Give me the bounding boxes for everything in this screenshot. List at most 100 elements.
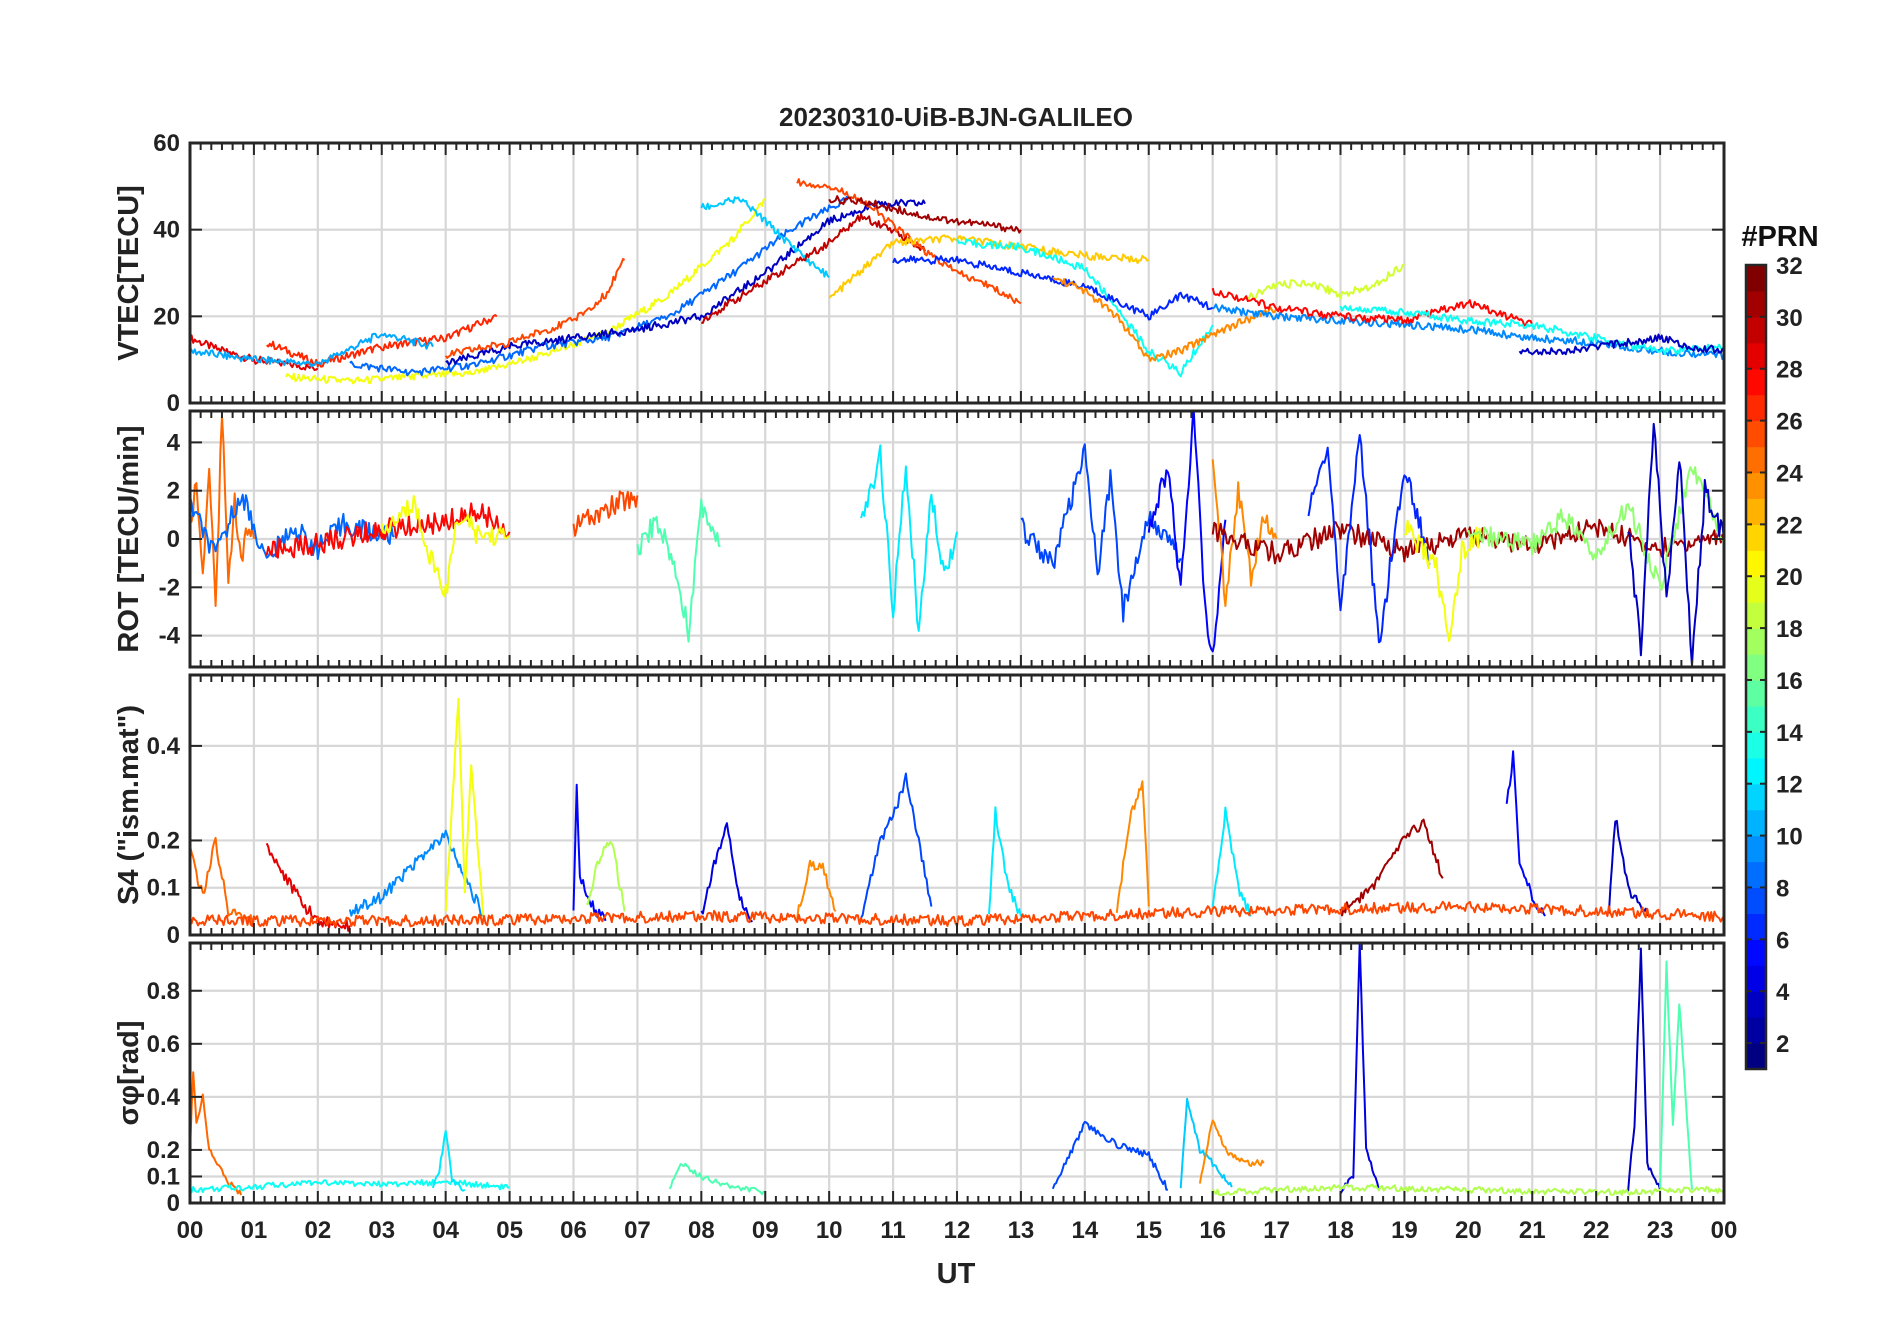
series-prn-19: [1244, 263, 1405, 301]
colorbar-segment: [1746, 705, 1766, 733]
vtec-ticks: [189, 142, 1725, 404]
series-prn-29: [190, 334, 319, 371]
colorbar-segment: [1746, 913, 1766, 940]
s4-grid: [188, 675, 1726, 937]
series-prn-22: [828, 234, 1150, 299]
series-prn-20: [285, 198, 766, 385]
colorbar-tick-label: 16: [1776, 668, 1803, 695]
series-prn-3: [1607, 819, 1649, 917]
x-tick-label: 23: [1647, 1217, 1674, 1244]
series-prn-17: [1467, 466, 1724, 591]
series-prn-28: [1211, 287, 1534, 327]
x-tick-label: 04: [432, 1217, 459, 1244]
x-tick-label: 00: [177, 1217, 204, 1244]
colorbar-tick-label: 32: [1776, 253, 1803, 280]
colorbar-segment: [1746, 420, 1766, 448]
x-tick-label: 21: [1519, 1217, 1546, 1244]
colorbar-tick-label: 18: [1776, 616, 1803, 643]
series-prn-15: [636, 498, 721, 643]
colorbar-segment: [1746, 394, 1766, 422]
y-tick-label: -4: [159, 623, 181, 650]
x-tick-label: 15: [1135, 1217, 1162, 1244]
colorbar-segment: [1746, 524, 1766, 551]
y-tick-label: 20: [153, 303, 180, 330]
x-tick-label: 00: [1711, 1217, 1738, 1244]
series-prn-25: [190, 1071, 243, 1196]
x-tick-label: 01: [241, 1217, 268, 1244]
colorbar-segment: [1746, 809, 1766, 837]
colorbar-segment: [1746, 861, 1766, 889]
x-tick-label: 03: [368, 1217, 395, 1244]
colorbar-title: #PRN: [1741, 221, 1818, 253]
series-prn-24: [1198, 1119, 1265, 1184]
colorbar-segment: [1746, 679, 1766, 707]
colorbar-tick-label: 8: [1776, 875, 1789, 902]
x-tick-label: 20: [1455, 1217, 1482, 1244]
series-prn-8: [349, 195, 850, 377]
vtec-series: [190, 178, 1724, 385]
colorbar-tick-label: 22: [1776, 512, 1803, 539]
colorbar-segment: [1746, 965, 1766, 992]
series-prn-26: [572, 490, 639, 537]
colorbar-segment: [1746, 498, 1766, 525]
colorbar-segment: [1746, 472, 1766, 500]
series-prn-27: [266, 314, 498, 368]
x-tick-label: 19: [1391, 1217, 1418, 1244]
y-tick-label: 0: [167, 390, 180, 417]
s4-y-label: S4 ("ism.mat"): [113, 705, 145, 905]
colorbar-segment: [1746, 939, 1766, 966]
x-tick-label: 16: [1199, 1217, 1226, 1244]
colorbar-segment: [1746, 550, 1766, 577]
x-tick-labels: 00 01 02 03 04 05 06 07 08 09 10 11 12 13 14 15 16 17 18 19…: [177, 1217, 1738, 1244]
colorbar-segment: [1746, 628, 1766, 655]
colorbar-segment: [1746, 1017, 1766, 1044]
x-axis-label: UT: [937, 1258, 976, 1290]
series-prn-4: [700, 822, 753, 923]
colorbar-segment: [1746, 342, 1766, 370]
colorbar-segment: [1746, 757, 1766, 785]
sigma-series: [190, 943, 1724, 1196]
colorbar-tick-label: 4: [1776, 979, 1790, 1006]
colorbar-tick-label: 28: [1776, 357, 1803, 384]
colorbar-frame: [1744, 263, 1768, 1071]
series-prn-31: [828, 195, 1022, 234]
colorbar-tick-label: 12: [1776, 772, 1803, 799]
y-tick-label: -2: [159, 574, 180, 601]
x-tick-label: 09: [752, 1217, 779, 1244]
y-tick-label: 0: [167, 1190, 180, 1217]
x-tick-label: 02: [304, 1217, 331, 1244]
series-prn-31: [1339, 818, 1444, 917]
colorbar-tick-label: 20: [1776, 564, 1803, 591]
series-prn-10: [190, 332, 434, 368]
colorbar-tick-label: 2: [1776, 1031, 1789, 1058]
y-tick-label: 2: [167, 478, 180, 505]
sigma-y-label: σφ[rad]: [113, 1020, 145, 1125]
series-prn-12: [988, 806, 1022, 917]
series-prn-15: [1659, 960, 1693, 1190]
series-prn-12: [431, 1130, 466, 1192]
panel-sigma: 00.10.2 0.4 0.6 0.8σφ[rad]: [113, 941, 1726, 1217]
colorbar-segment: [1746, 887, 1766, 914]
panel-s4: 0 0.1 0.2 0.4S4 ("ism.mat"): [113, 673, 1726, 949]
series-prn-7: [860, 772, 933, 919]
series-prn-6: [892, 255, 1214, 321]
colorbar-segment: [1746, 783, 1766, 811]
colorbar-segment: [1746, 446, 1766, 474]
x-tick-label: 07: [624, 1217, 651, 1244]
colorbar-segment: [1746, 1043, 1766, 1070]
series-prn-9: [348, 829, 485, 918]
colorbar-tick-label: 26: [1776, 409, 1803, 436]
y-tick-label: 60: [153, 130, 180, 157]
colorbar-segment: [1746, 835, 1766, 863]
y-tick-label: 0.1: [147, 875, 180, 902]
x-tick-label: 12: [944, 1217, 971, 1244]
sigma-ticks: [189, 943, 1725, 1204]
series-prn-20: [444, 697, 485, 921]
x-tick-label: 06: [560, 1217, 587, 1244]
y-tick-label: 0.4: [147, 733, 181, 760]
series-prn-12: [1211, 806, 1252, 917]
x-tick-label: 10: [816, 1217, 843, 1244]
